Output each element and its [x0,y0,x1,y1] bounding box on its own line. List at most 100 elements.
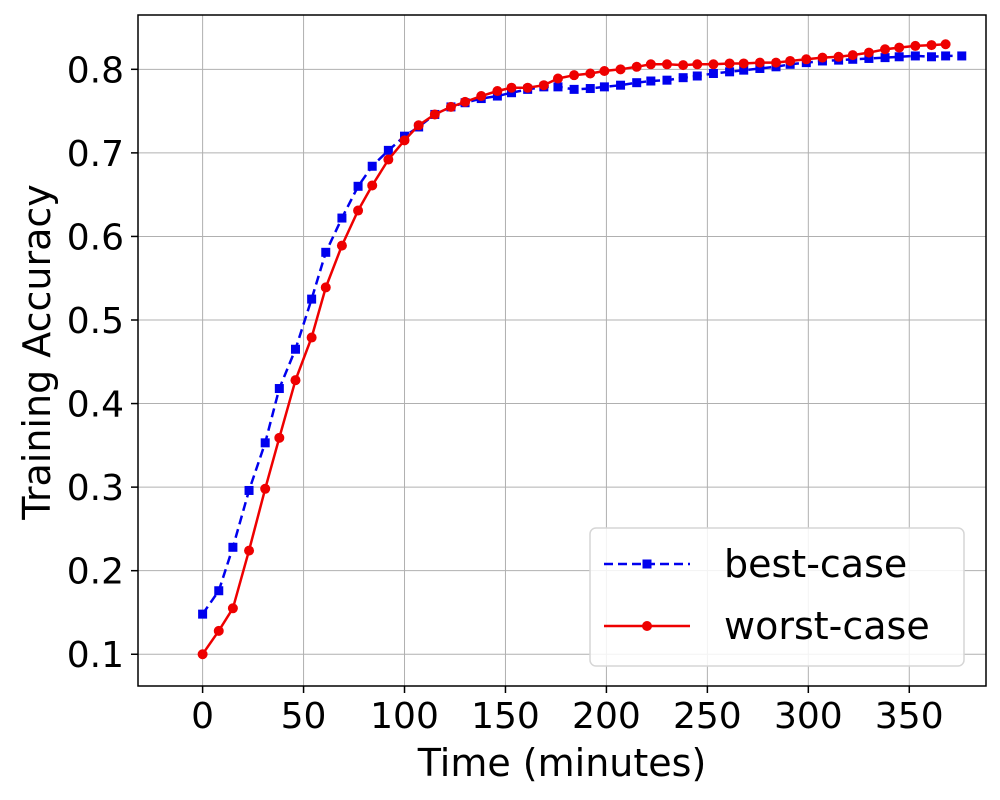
best-case-point [321,247,331,257]
legend-marker-worst-case [642,621,652,631]
worst-case-point [244,545,255,556]
worst-case-point [661,59,672,70]
best-case-point [739,65,749,75]
worst-case-point [863,47,874,58]
best-case-point [569,84,579,94]
best-case-point [337,213,347,223]
best-case-point [507,88,517,98]
best-case-point [214,586,224,596]
best-case-point [725,67,735,77]
x-tick-label: 50 [281,696,327,737]
best-case-point [678,73,688,83]
y-tick-label: 0.7 [67,134,124,175]
legend-label-best-case: best-case [724,542,907,586]
legend-marker-best-case [642,559,652,569]
legend-item-worst-case: worst-case [604,604,930,648]
best-case-point [307,294,317,304]
worst-case-point [492,86,503,97]
grid [138,15,986,686]
x-tick-label: 300 [774,696,843,737]
best-case-point [941,51,951,61]
y-tick-label: 0.2 [67,552,124,593]
best-case-point [864,53,874,63]
worst-case-point [754,57,765,68]
worst-case-point [692,59,703,70]
worst-case-point [306,332,317,343]
y-axis-ticks: 0.1 0.2 0.3 0.4 0.5 0.6 0.7 0.8 [67,50,138,676]
y-tick-label: 0.1 [67,635,124,676]
worst-case-point [880,44,891,55]
worst-case-point [460,96,471,107]
best-case-point [353,181,363,191]
best-case-point [383,145,393,155]
best-case-point [492,91,502,101]
x-axis-ticks: 0 50 100 150 200 250 300 350 [191,686,944,737]
x-tick-label: 200 [572,696,641,737]
worst-case-point [227,603,238,614]
x-tick-label: 100 [370,696,439,737]
best-case-point [599,82,609,92]
y-tick-label: 0.4 [67,385,124,426]
best-case-point [692,71,702,81]
legend: best-case worst-case [589,527,965,667]
worst-case-point [926,40,937,51]
worst-case-point [631,61,642,72]
worst-case-point [615,64,626,75]
best-case-point [926,52,936,62]
worst-case-point [213,625,224,636]
best-case-point [244,485,254,495]
worst-case-point [738,58,749,69]
worst-case-point [645,59,656,70]
worst-case-point [599,65,610,76]
worst-case-point [910,40,921,51]
worst-case-point [274,432,285,443]
x-tick-label: 250 [673,696,742,737]
best-case-point [894,52,904,62]
worst-case-point [320,282,331,293]
worst-case-point [708,59,719,70]
worst-case-point [585,68,596,79]
best-case-point [290,344,300,354]
y-tick-label: 0.5 [67,301,124,342]
worst-case-point [197,649,208,660]
worst-case-point [817,52,828,63]
worst-case-point [445,101,456,112]
worst-case-point [847,50,858,61]
worst-case-point [367,180,378,191]
worst-case-point [894,42,905,53]
best-case-point [367,161,377,171]
worst-case-point [476,91,487,102]
worst-case-point [801,54,812,65]
worst-case-point [506,82,517,93]
y-axis-label: Training Accuracy [15,184,59,521]
worst-case-point [940,39,951,50]
y-tick-label: 0.6 [67,217,124,258]
worst-case-point [771,57,782,68]
best-case-point [260,438,270,448]
best-case-point [553,82,563,92]
worst-case-point [785,55,796,66]
best-case-point [662,75,672,85]
worst-case-point [353,205,364,216]
worst-case-point [552,73,563,84]
best-case-point [708,68,718,78]
series-layer [197,39,967,660]
series-worst-case [197,39,951,660]
best-case-point [274,384,284,394]
worst-case-point [724,58,735,69]
best-case-point [632,78,642,88]
worst-case-point [260,483,271,494]
worst-case-point [833,51,844,62]
best-case-point [910,51,920,61]
x-tick-label: 150 [471,696,540,737]
best-case-point [755,63,765,73]
best-case-point [957,51,967,61]
plot-area-frame [137,14,987,687]
worst-case-point [399,135,410,146]
worst-case-point [678,60,689,71]
legend-box [589,527,965,667]
worst-case-point [290,375,301,386]
worst-case-point [413,120,424,131]
x-tick-label: 0 [191,696,214,737]
worst-case-point [538,80,549,91]
